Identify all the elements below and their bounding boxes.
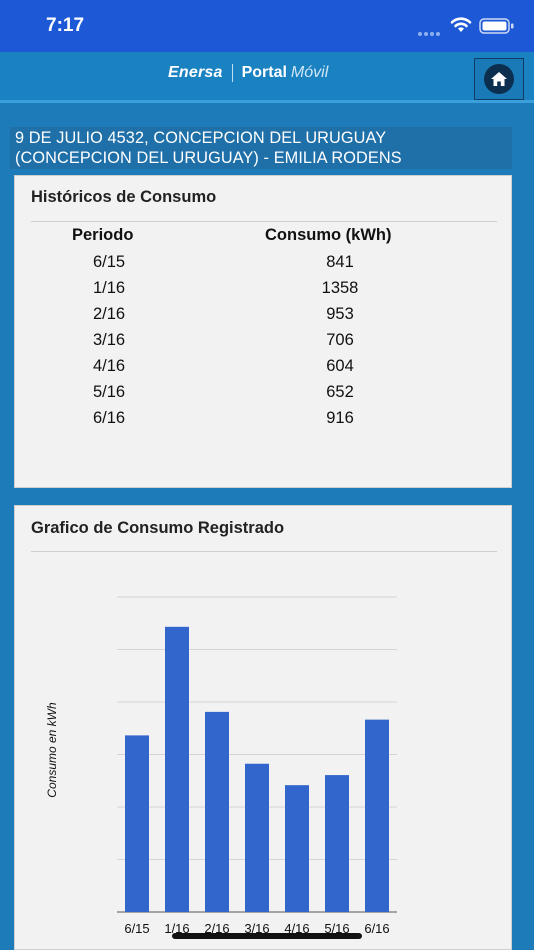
col-header-consumo: Consumo (kWh)	[265, 226, 392, 244]
y-axis-title: Consumo en kWh	[45, 702, 59, 798]
status-time: 7:17	[46, 15, 85, 36]
historicos-title: Históricos de Consumo	[31, 188, 217, 206]
movil-label: Móvil	[290, 64, 329, 81]
header-divider	[0, 100, 534, 103]
battery-icon	[479, 18, 514, 34]
status-bar: 7:17	[0, 0, 534, 52]
app-header	[0, 52, 534, 100]
app-logo: Enersa Portal Móvil	[168, 64, 328, 82]
table-row: 5/16 652	[15, 383, 511, 409]
periodo-cell: 6/16	[92, 409, 126, 427]
historicos-card: Históricos de Consumo Periodo Consumo (k…	[14, 175, 512, 488]
address-line-2: (CONCEPCION DEL URUGUAY) - EMILIA RODENS	[15, 149, 402, 167]
grafico-divider	[31, 551, 497, 552]
consumo-cell: 1358	[321, 279, 359, 297]
grafico-card: Grafico de Consumo Registrado	[14, 505, 512, 950]
consumo-cell: 841	[326, 253, 354, 271]
table-row: 6/15 841	[15, 253, 511, 279]
table-row: 1/16 1358	[15, 279, 511, 305]
home-button[interactable]	[474, 58, 524, 100]
signal-dots-icon	[418, 23, 442, 41]
table-row: 4/16 604	[15, 357, 511, 383]
periodo-cell: 5/16	[92, 383, 126, 401]
periodo-cell: 4/16	[92, 357, 126, 375]
consumo-cell: 953	[326, 305, 354, 323]
consumo-cell: 652	[326, 383, 354, 401]
periodo-cell: 1/16	[92, 279, 126, 297]
table-row: 2/16 953	[15, 305, 511, 331]
consumo-cell: 604	[326, 357, 354, 375]
portal-label: Portal	[241, 64, 287, 81]
brand-name: Enersa	[168, 64, 223, 81]
historicos-divider	[31, 221, 497, 222]
account-address: 9 DE JULIO 4532, CONCEPCION DEL URUGUAY …	[10, 127, 512, 169]
col-header-periodo: Periodo	[72, 226, 134, 244]
table-row: 6/16 916	[15, 409, 511, 435]
periodo-cell: 6/15	[92, 253, 126, 271]
consumo-cell: 916	[326, 409, 354, 427]
periodo-cell: 2/16	[92, 305, 126, 323]
table-row: 3/16 706	[15, 331, 511, 357]
grafico-title: Grafico de Consumo Registrado	[31, 519, 285, 537]
consumo-cell: 706	[326, 331, 354, 349]
wifi-icon	[450, 17, 472, 32]
scroll-indicator[interactable]	[172, 933, 362, 939]
address-line-1: 9 DE JULIO 4532, CONCEPCION DEL URUGUAY	[15, 129, 387, 147]
logo-separator	[231, 64, 233, 82]
periodo-cell: 3/16	[92, 331, 126, 349]
home-icon	[484, 64, 514, 94]
